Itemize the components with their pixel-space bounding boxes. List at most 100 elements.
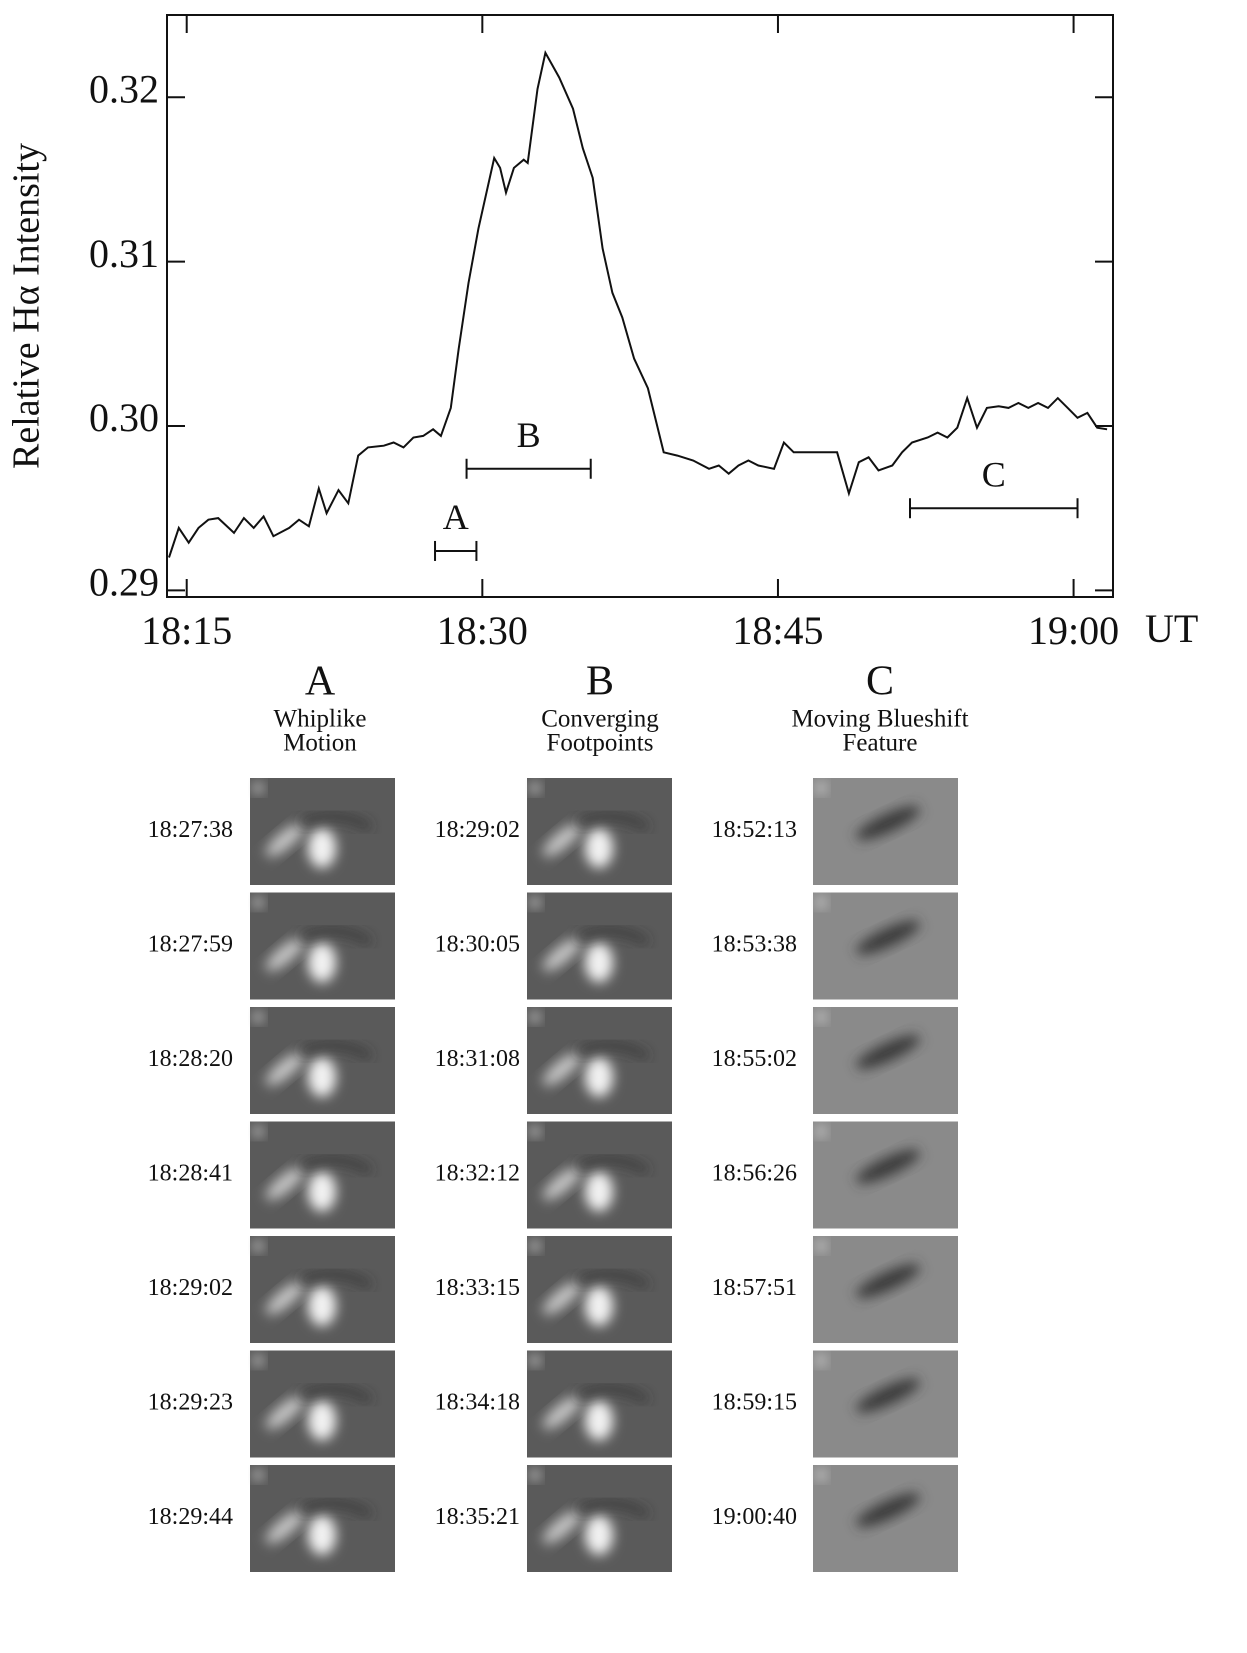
interval-label: C (982, 454, 1006, 494)
frame-streak (542, 823, 582, 857)
frame-dot (253, 897, 263, 908)
frame-streak (265, 1510, 305, 1544)
frame-streak (542, 1510, 582, 1544)
frame-blob (585, 942, 613, 983)
frame-dark (856, 1149, 920, 1184)
frame-arc (575, 1042, 649, 1060)
x-tick-label: 19:00 (1028, 608, 1119, 653)
column-title: Feature (843, 730, 918, 757)
frame-arc (575, 813, 649, 831)
frame-time: 18:35:21 (435, 1504, 520, 1530)
frame-dot (816, 1355, 826, 1366)
frame-time: 18:52:13 (712, 817, 797, 843)
frame-streak (265, 1281, 305, 1315)
frame-dark (856, 920, 920, 955)
frame-arc (298, 813, 372, 831)
frame-dot (816, 1470, 826, 1480)
frame-time: 18:56:26 (712, 1161, 797, 1187)
frame-time: 18:29:02 (148, 1275, 233, 1301)
frame-dot (816, 1126, 826, 1137)
frame-dot (530, 897, 540, 908)
frame-dot (530, 1126, 540, 1137)
frame-blob (585, 828, 613, 868)
frame-time: 18:53:38 (712, 932, 797, 958)
frame-time: 18:29:23 (148, 1390, 233, 1416)
frame-streak (542, 1281, 582, 1315)
frame-dark (856, 1493, 920, 1527)
plot-frame (166, 14, 1114, 598)
column-letter: A (305, 659, 336, 705)
frame-time: 18:55:02 (712, 1046, 797, 1072)
y-axis-label: Relative Hα Intensity (6, 143, 48, 469)
frame-dot (816, 1012, 826, 1022)
frame-time: 18:29:44 (148, 1504, 233, 1530)
frame-arc (298, 928, 372, 946)
frame-time: 18:27:59 (148, 932, 233, 958)
frame-blob (308, 942, 336, 983)
frame-time: 18:28:41 (148, 1161, 233, 1187)
interval-label: A (443, 497, 469, 537)
frame-streak (265, 937, 305, 972)
frame-time: 18:31:08 (435, 1046, 520, 1072)
frame-dot (253, 1470, 263, 1480)
frame-time: 18:28:20 (148, 1046, 233, 1072)
column-title: Whiplike (273, 706, 366, 733)
frame-blob (585, 1515, 613, 1555)
frame-blob (308, 1286, 336, 1326)
frame-dot (530, 1012, 540, 1022)
frame-streak (265, 1166, 305, 1201)
y-tick-label: 0.32 (89, 66, 159, 111)
frame-arc (575, 1500, 649, 1518)
interval (909, 498, 1079, 519)
frame-arc (575, 928, 649, 946)
x-axis-label: UT (1145, 606, 1198, 651)
frame-dot (530, 1470, 540, 1480)
column-title: Converging (541, 706, 659, 733)
y-tick-label: 0.30 (89, 395, 159, 440)
frame-dot (253, 1355, 263, 1366)
frame-dot (816, 783, 826, 793)
frame-arc (575, 1386, 649, 1404)
x-tick-label: 18:30 (437, 608, 528, 653)
frame-streak (542, 937, 582, 972)
frame-streak (265, 1052, 305, 1086)
frame-dark (856, 1264, 920, 1298)
frame-dot (530, 1241, 540, 1251)
frame-time: 18:30:05 (435, 932, 520, 958)
frame-time: 18:33:15 (435, 1275, 520, 1301)
interval-label: B (517, 415, 541, 455)
frame-blob (308, 828, 336, 868)
frame-dark (856, 1035, 920, 1069)
frame-blob (585, 1400, 613, 1441)
frame-arc (298, 1271, 372, 1289)
frame-blob (585, 1057, 613, 1097)
frame-streak (542, 1052, 582, 1086)
frame-dot (816, 897, 826, 908)
y-tick-label: 0.31 (89, 231, 159, 276)
frame-time: 18:59:15 (712, 1390, 797, 1416)
frame-arc (298, 1500, 372, 1518)
frame-arc (298, 1042, 372, 1060)
frame-arc (575, 1157, 649, 1175)
column-title: Footpoints (547, 730, 654, 757)
frame-streak (265, 823, 305, 857)
interval (465, 458, 592, 479)
frame-time: 18:32:12 (435, 1161, 520, 1187)
frame-streak (542, 1395, 582, 1430)
frame-blob (308, 1171, 336, 1212)
frame-dot (253, 1012, 263, 1022)
frame-blob (585, 1286, 613, 1326)
frame-dark (856, 1378, 920, 1413)
frame-arc (298, 1157, 372, 1175)
frame-dot (530, 783, 540, 793)
column-letter: C (866, 659, 894, 705)
frame-time: 18:57:51 (712, 1275, 797, 1301)
column-title: Moving Blueshift (791, 706, 968, 733)
frame-time: 18:29:02 (435, 817, 520, 843)
data-line (168, 50, 1108, 558)
frame-blob (585, 1171, 613, 1212)
frame-blob (308, 1400, 336, 1441)
frame-dot (530, 1355, 540, 1366)
